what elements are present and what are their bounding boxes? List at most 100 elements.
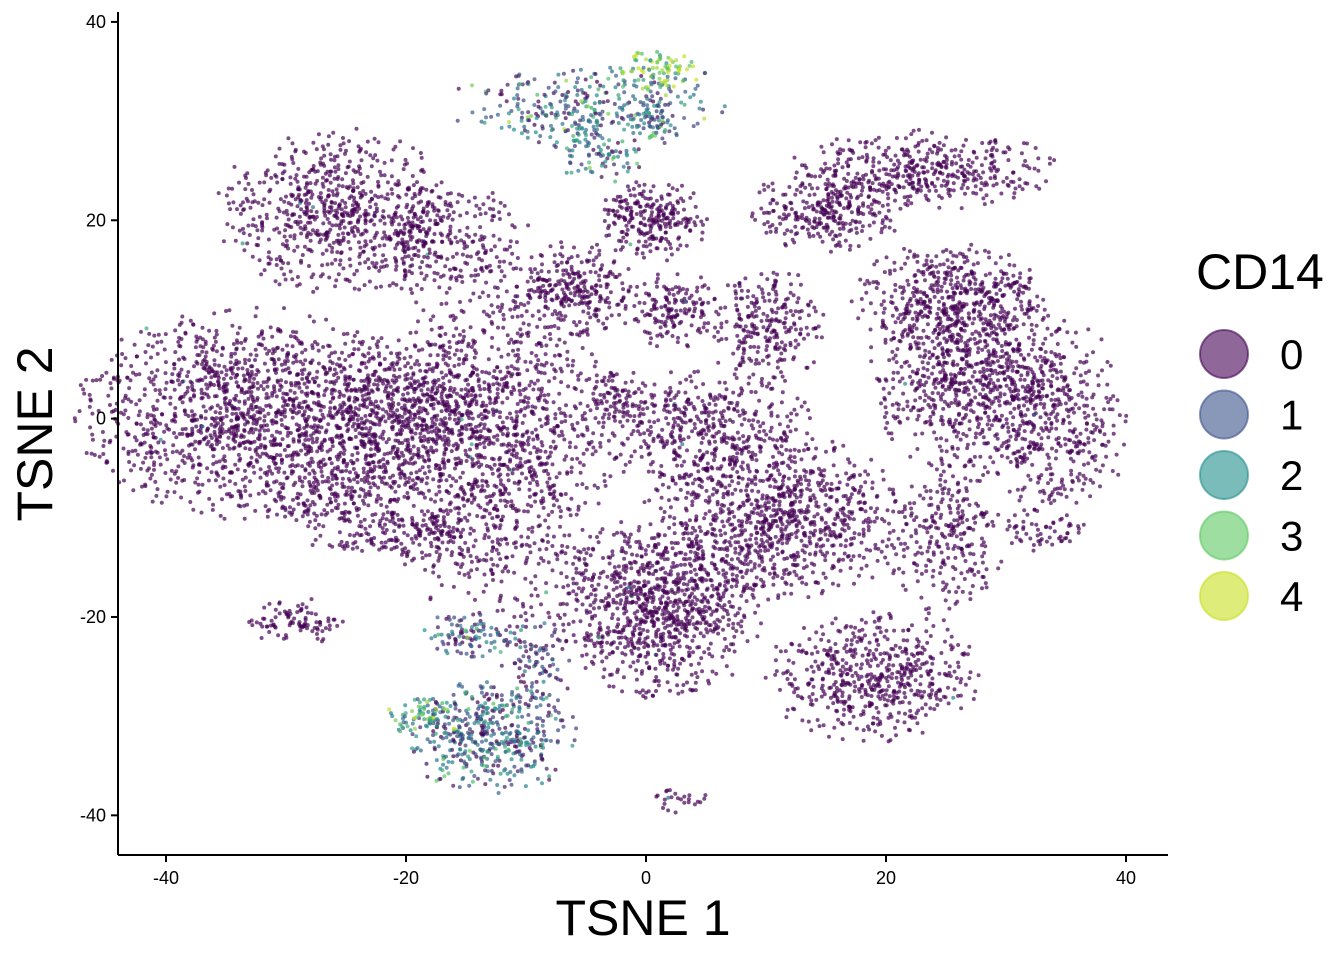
point (430, 424, 435, 429)
point (525, 502, 530, 507)
point (494, 255, 499, 260)
point (388, 450, 393, 455)
point (397, 374, 402, 379)
point (335, 494, 340, 499)
point (314, 147, 319, 152)
point (411, 503, 416, 508)
point (347, 436, 352, 441)
point (498, 593, 503, 598)
point (155, 368, 160, 373)
point (595, 485, 600, 490)
point (493, 503, 498, 508)
point (517, 388, 522, 393)
point (333, 350, 337, 355)
point (351, 352, 356, 356)
point (523, 576, 528, 581)
point (201, 404, 206, 409)
point (332, 213, 337, 218)
point (484, 552, 489, 557)
point (574, 570, 579, 575)
point (677, 67, 682, 72)
point (317, 446, 322, 451)
point (515, 93, 520, 98)
point (592, 101, 597, 106)
point (409, 365, 414, 370)
point (388, 519, 393, 524)
point (482, 426, 487, 431)
point (299, 260, 304, 265)
point (638, 100, 643, 105)
point (326, 142, 331, 147)
point (217, 363, 221, 368)
point (334, 371, 339, 376)
point (456, 362, 461, 367)
point (369, 164, 374, 169)
point (562, 437, 567, 442)
point (329, 200, 334, 204)
point (200, 378, 205, 383)
point (458, 475, 463, 480)
point (694, 77, 699, 82)
point (340, 350, 344, 355)
point (97, 454, 102, 459)
point (355, 457, 360, 462)
point (474, 351, 478, 355)
point (245, 241, 250, 246)
point (498, 369, 503, 374)
point (153, 374, 158, 379)
point (460, 280, 465, 284)
point (485, 483, 490, 488)
point (447, 502, 452, 507)
point (423, 423, 428, 428)
point (126, 416, 131, 420)
point (420, 523, 425, 528)
point (303, 468, 308, 473)
point (318, 408, 323, 413)
point (182, 454, 186, 459)
point (305, 181, 309, 185)
point (280, 410, 284, 414)
point (597, 100, 602, 105)
point (507, 124, 512, 129)
point (127, 460, 132, 464)
point (396, 484, 401, 489)
point (285, 223, 290, 228)
point (235, 467, 240, 472)
point (382, 230, 387, 235)
point (386, 393, 391, 398)
point (389, 351, 394, 356)
point (308, 460, 313, 465)
point (666, 70, 670, 74)
point (297, 423, 302, 428)
point (405, 533, 410, 538)
point (460, 252, 465, 257)
point (470, 461, 475, 466)
point (510, 315, 515, 319)
point (504, 289, 509, 294)
point (275, 226, 280, 231)
point (377, 351, 381, 356)
point (435, 362, 440, 367)
point (344, 409, 349, 414)
point (302, 367, 307, 372)
point (490, 191, 495, 195)
point (455, 527, 460, 532)
point (426, 430, 431, 435)
point (447, 339, 452, 344)
point (531, 437, 536, 442)
point (279, 460, 284, 465)
point (229, 418, 234, 423)
point (323, 237, 328, 242)
point (351, 207, 356, 212)
point (345, 429, 350, 434)
point (90, 411, 95, 416)
point (412, 452, 417, 457)
point (205, 466, 210, 471)
point (482, 445, 487, 450)
point (234, 361, 239, 366)
point (321, 161, 326, 166)
point (358, 519, 363, 524)
point (539, 440, 544, 445)
point (374, 265, 378, 270)
point (563, 103, 568, 108)
